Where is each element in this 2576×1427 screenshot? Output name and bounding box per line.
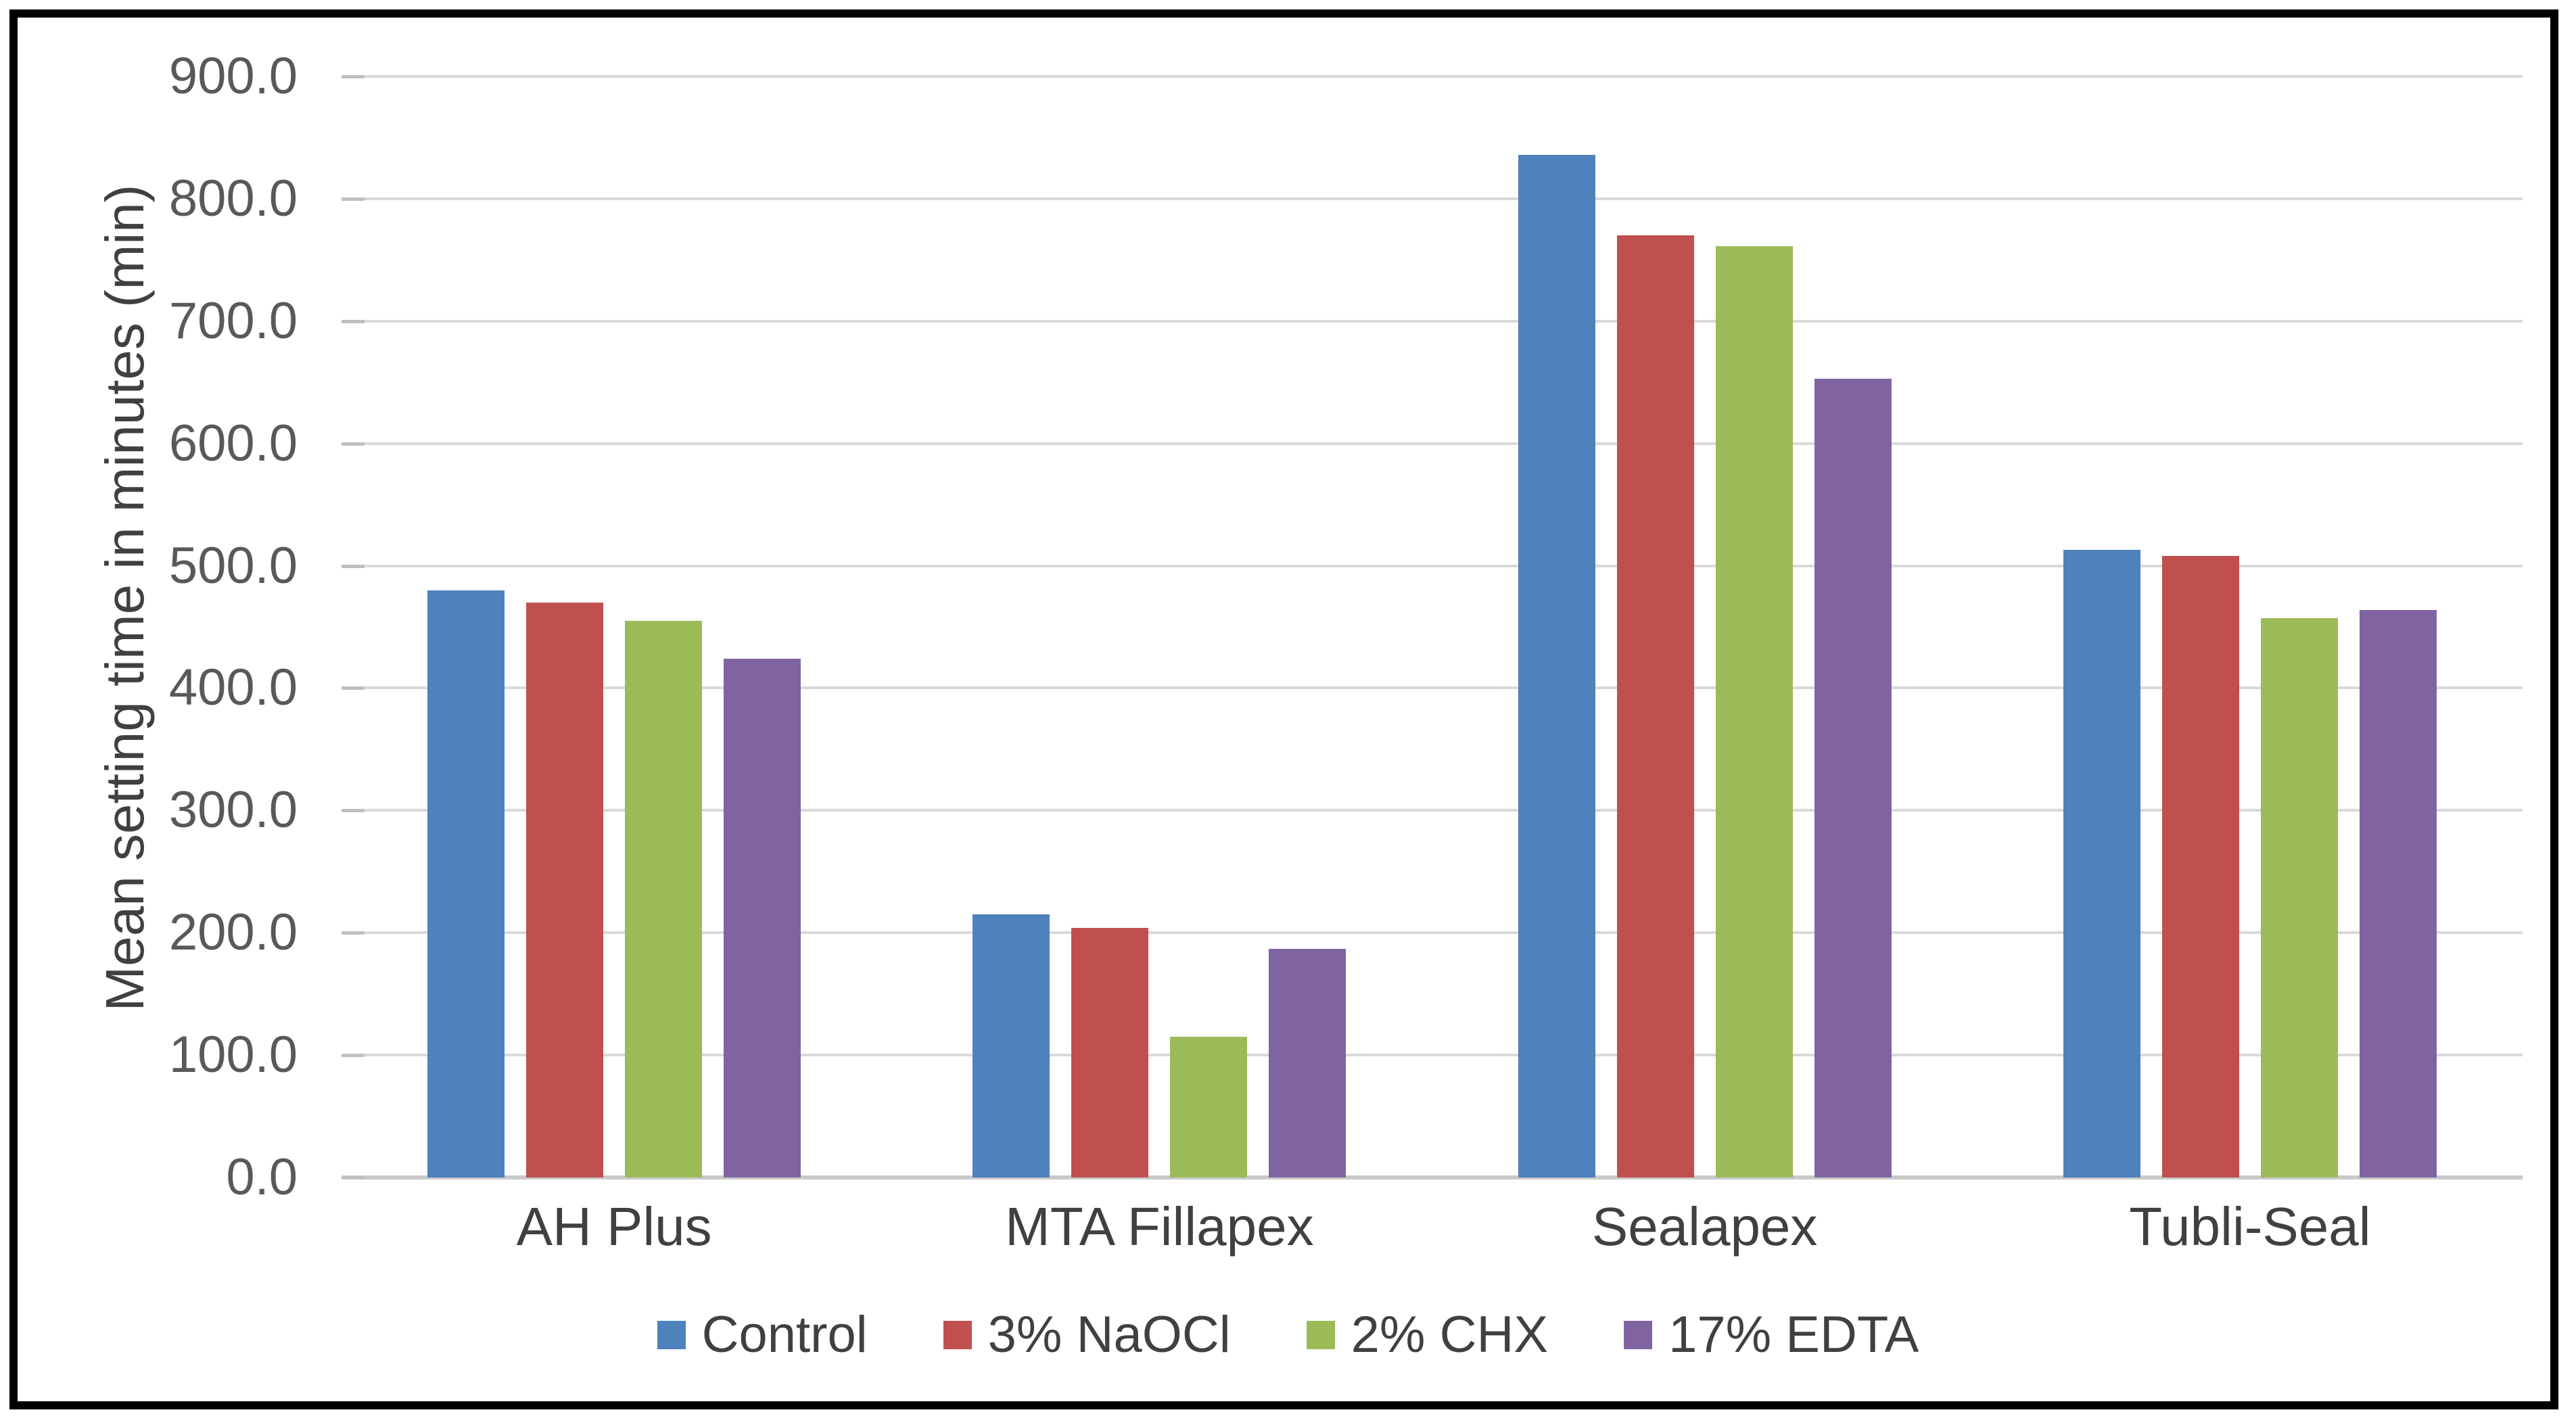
x-axis-line: [342, 1175, 2523, 1179]
legend-swatch-icon: [1306, 1321, 1335, 1349]
bar-control-mta-fillapex: [973, 914, 1050, 1177]
y-axis-tick-mark: [342, 686, 365, 691]
y-axis-tick-mark: [342, 197, 365, 201]
category-label: Sealapex: [1591, 1196, 1818, 1257]
y-axis-tick-mark: [342, 442, 365, 446]
category-label: Tubli-Seal: [2129, 1196, 2371, 1257]
y-tick-label: 800.0: [168, 169, 298, 227]
legend-item: 17% EDTA: [1624, 1304, 1919, 1366]
category-label: MTA Fillapex: [1005, 1196, 1314, 1257]
bar-control-ah-plus: [427, 590, 505, 1177]
legend-swatch-icon: [943, 1321, 972, 1349]
bar-3-naocl-mta-fillapex: [1071, 927, 1149, 1177]
legend-item: Control: [657, 1304, 868, 1366]
gridline: [342, 931, 2523, 935]
gridline: [342, 686, 2523, 690]
bar-2-chx-sealapex: [1715, 246, 1793, 1177]
legend: Control 3% NaOCl 2% CHX 17% EDTA: [9, 1304, 2567, 1366]
bar-3-naocl-ah-plus: [526, 602, 604, 1177]
gridline: [342, 442, 2523, 445]
bar-3-naocl-tubli-seal: [2161, 556, 2239, 1177]
y-tick-label: 400.0: [168, 659, 298, 717]
bar-2-chx-ah-plus: [625, 620, 703, 1177]
legend-label: 3% NaOCl: [987, 1306, 1231, 1363]
bar-17-edta-sealapex: [1814, 378, 1892, 1177]
plot-area: [342, 75, 2523, 1179]
y-tick-label: 0.0: [226, 1148, 298, 1206]
gridline: [342, 75, 2523, 78]
legend-item: 3% NaOCl: [943, 1304, 1231, 1366]
legend-item: 2% CHX: [1306, 1304, 1549, 1366]
category-label: AH Plus: [516, 1196, 712, 1257]
bar-3-naocl-sealapex: [1616, 235, 1694, 1177]
bar-2-chx-mta-fillapex: [1170, 1036, 1248, 1177]
bar-control-sealapex: [1518, 154, 1595, 1177]
gridline: [342, 809, 2523, 812]
gridline: [342, 1054, 2523, 1057]
y-axis-tick-mark: [342, 564, 365, 568]
bar-17-edta-ah-plus: [724, 659, 801, 1177]
y-axis-tick-mark: [342, 1176, 365, 1179]
legend-label: Control: [701, 1306, 868, 1363]
y-tick-label: 600.0: [168, 414, 298, 472]
y-tick-label: 500.0: [168, 536, 298, 594]
legend-label: 2% CHX: [1351, 1306, 1549, 1363]
bar-2-chx-tubli-seal: [2260, 618, 2338, 1177]
gridline: [342, 564, 2523, 567]
y-tick-label: 100.0: [168, 1026, 298, 1084]
bar-17-edta-mta-fillapex: [1269, 948, 1346, 1177]
bar-control-tubli-seal: [2063, 550, 2140, 1177]
y-axis-tick-mark: [342, 75, 365, 78]
gridline: [342, 319, 2523, 323]
legend-swatch-icon: [657, 1321, 686, 1349]
y-tick-label: 900.0: [168, 47, 298, 105]
gridline: [342, 197, 2523, 200]
bar-17-edta-tubli-seal: [2359, 609, 2437, 1177]
y-axis-tick-mark: [342, 1054, 365, 1058]
y-axis-tick-mark: [342, 931, 365, 935]
y-tick-label: 200.0: [168, 904, 298, 962]
y-axis-tick-mark: [342, 809, 365, 813]
y-axis-tick-mark: [342, 319, 365, 323]
y-tick-label: 700.0: [168, 291, 298, 350]
legend-swatch-icon: [1624, 1321, 1653, 1349]
legend-label: 17% EDTA: [1668, 1306, 1919, 1363]
y-tick-label: 300.0: [168, 781, 298, 839]
